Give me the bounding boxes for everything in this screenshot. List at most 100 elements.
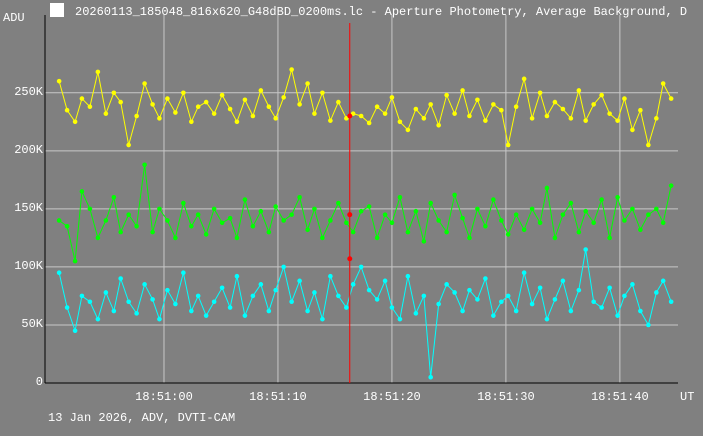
data-point: [521, 270, 527, 276]
data-point: [95, 69, 101, 75]
cursor-point: [347, 212, 353, 218]
data-point: [350, 111, 356, 116]
data-point: [599, 92, 604, 98]
chart-title: 20260113_185048_816x620_G48dBD_0200ms.lc…: [75, 5, 687, 19]
data-point: [607, 235, 612, 241]
data-point: [544, 316, 550, 322]
y-axis-label: ADU: [3, 11, 25, 25]
data-point: [366, 120, 372, 126]
data-point: [150, 297, 155, 302]
data-point: [599, 197, 604, 202]
data-point: [181, 90, 186, 96]
data-point: [397, 316, 403, 322]
data-point: [126, 142, 131, 148]
data-point: [111, 308, 117, 314]
data-point: [599, 305, 604, 310]
data-point: [134, 113, 139, 119]
data-point: [529, 301, 535, 307]
data-point: [654, 206, 659, 212]
data-point: [118, 229, 123, 235]
data-point: [436, 218, 441, 223]
data-point: [328, 118, 333, 123]
data-point: [537, 90, 543, 96]
data-point: [436, 301, 441, 307]
data-point: [568, 200, 574, 206]
data-point: [382, 278, 388, 284]
data-point: [157, 116, 162, 121]
data-point: [189, 119, 194, 125]
data-point: [234, 119, 240, 125]
data-point: [344, 305, 349, 310]
data-point: [195, 212, 201, 217]
data-point: [467, 113, 472, 119]
data-point: [242, 97, 248, 103]
y-tick-label: 150K: [14, 201, 44, 215]
data-point: [660, 81, 666, 86]
data-point: [126, 299, 131, 305]
data-point: [389, 305, 395, 310]
data-point: [660, 278, 666, 284]
data-point: [258, 208, 264, 214]
data-point: [320, 90, 325, 96]
data-point: [444, 229, 449, 235]
data-point: [297, 194, 302, 200]
data-point: [320, 235, 325, 241]
data-point: [219, 285, 225, 291]
data-point: [150, 102, 155, 107]
data-point: [165, 96, 170, 101]
data-point: [513, 104, 519, 110]
x-tick-label: 18:51:40: [591, 390, 649, 404]
data-point: [72, 119, 78, 125]
data-point: [336, 293, 341, 299]
data-point: [305, 81, 310, 86]
data-point: [560, 212, 566, 217]
data-point: [475, 297, 480, 302]
data-point: [646, 212, 651, 217]
data-point: [56, 78, 62, 84]
data-point: [615, 194, 620, 200]
data-point: [173, 110, 178, 115]
data-point: [452, 290, 457, 295]
data-point: [312, 290, 317, 295]
data-point: [499, 107, 504, 113]
data-point: [181, 270, 186, 276]
data-point: [358, 208, 364, 214]
data-point: [297, 102, 302, 107]
data-point: [529, 116, 535, 121]
data-point: [366, 287, 372, 293]
data-point: [421, 116, 427, 121]
data-point: [382, 111, 388, 116]
data-point: [622, 218, 627, 223]
x-tick-label: 18:51:30: [477, 390, 535, 404]
data-point: [552, 297, 558, 302]
data-point: [305, 227, 310, 233]
data-point: [421, 293, 427, 299]
data-point: [111, 194, 117, 200]
data-point: [374, 235, 380, 241]
data-point: [460, 88, 465, 93]
data-point: [142, 282, 147, 287]
data-point: [568, 308, 574, 314]
data-point: [366, 204, 372, 209]
data-point: [227, 215, 233, 221]
data-point: [615, 118, 620, 123]
data-point: [552, 235, 558, 241]
data-point: [95, 316, 101, 322]
data-point: [560, 278, 566, 284]
data-point: [428, 374, 433, 380]
cursor-point: [347, 113, 353, 119]
data-point: [118, 99, 123, 105]
data-point: [320, 316, 325, 322]
data-point: [344, 220, 349, 226]
data-point: [87, 104, 93, 110]
data-point: [328, 273, 333, 279]
data-point: [630, 127, 635, 133]
data-point: [583, 208, 588, 214]
data-point: [336, 99, 341, 105]
data-point: [397, 119, 403, 125]
data-point: [358, 264, 364, 270]
series-line: [58, 164, 672, 262]
data-point: [591, 299, 596, 305]
data-point: [103, 290, 109, 295]
